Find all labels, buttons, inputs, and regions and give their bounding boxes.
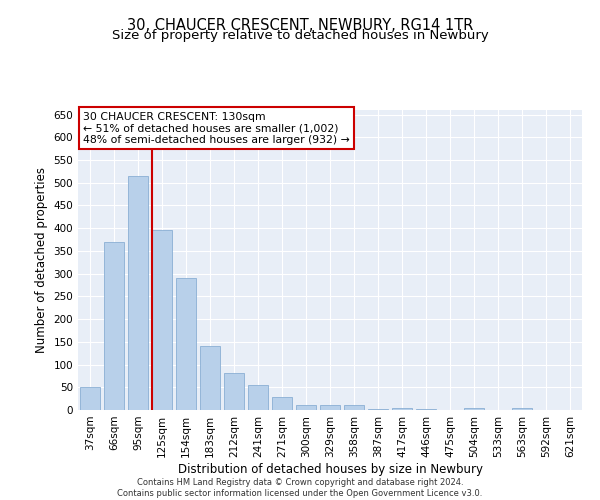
- Bar: [392, 408, 412, 410]
- Bar: [200, 346, 220, 410]
- Bar: [344, 404, 364, 410]
- Y-axis label: Number of detached properties: Number of detached properties: [35, 167, 48, 353]
- Text: Contains HM Land Registry data © Crown copyright and database right 2024.
Contai: Contains HM Land Registry data © Crown c…: [118, 478, 482, 498]
- Bar: [296, 406, 316, 410]
- Bar: [416, 409, 436, 410]
- Text: Size of property relative to detached houses in Newbury: Size of property relative to detached ho…: [112, 29, 488, 42]
- Text: 30, CHAUCER CRESCENT, NEWBURY, RG14 1TR: 30, CHAUCER CRESCENT, NEWBURY, RG14 1TR: [127, 18, 473, 32]
- Bar: [152, 230, 172, 410]
- Bar: [104, 242, 124, 410]
- Bar: [464, 408, 484, 410]
- Bar: [248, 385, 268, 410]
- Bar: [176, 278, 196, 410]
- Bar: [224, 372, 244, 410]
- X-axis label: Distribution of detached houses by size in Newbury: Distribution of detached houses by size …: [178, 462, 482, 475]
- Bar: [320, 406, 340, 410]
- Bar: [512, 408, 532, 410]
- Text: 30 CHAUCER CRESCENT: 130sqm
← 51% of detached houses are smaller (1,002)
48% of : 30 CHAUCER CRESCENT: 130sqm ← 51% of det…: [83, 112, 350, 144]
- Bar: [128, 176, 148, 410]
- Bar: [80, 388, 100, 410]
- Bar: [368, 409, 388, 410]
- Bar: [272, 398, 292, 410]
